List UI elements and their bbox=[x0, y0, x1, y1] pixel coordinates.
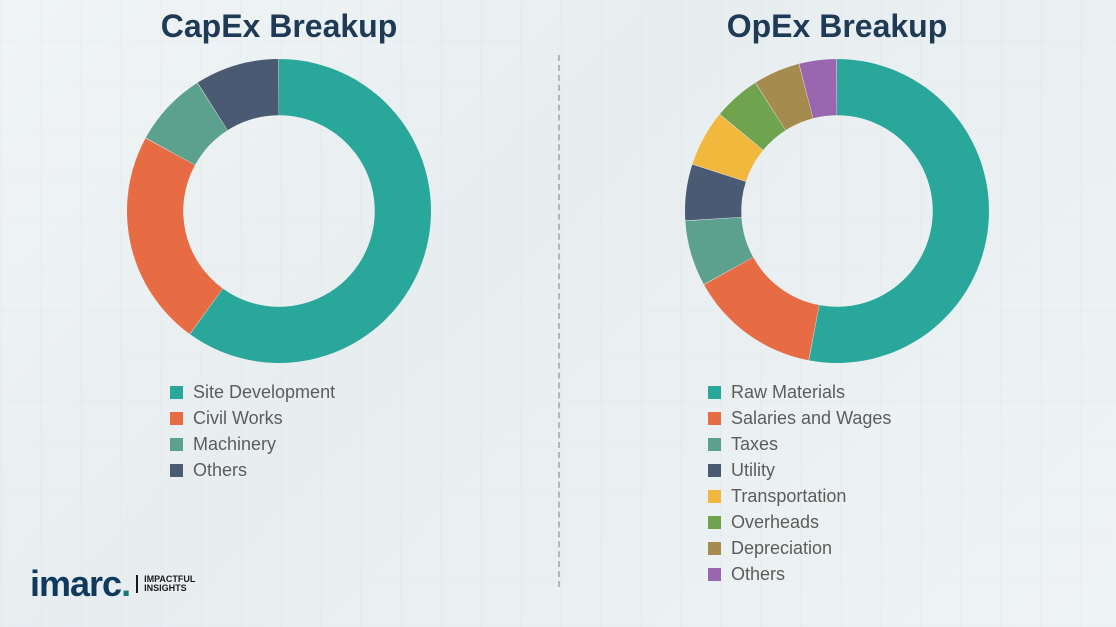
capex-legend-label-2: Machinery bbox=[193, 434, 276, 455]
opex-legend-item-2: Taxes bbox=[708, 434, 891, 455]
opex-legend-swatch-6 bbox=[708, 542, 721, 555]
opex-legend-label-5: Overheads bbox=[731, 512, 819, 533]
capex-legend-swatch-3 bbox=[170, 464, 183, 477]
capex-title: CapEx Breakup bbox=[161, 8, 398, 45]
capex-donut-chart bbox=[119, 51, 439, 371]
opex-legend-swatch-2 bbox=[708, 438, 721, 451]
brand-tagline-l2: INSIGHTS bbox=[144, 583, 187, 593]
brand-logo: imarc. IMPACTFUL INSIGHTS bbox=[30, 563, 195, 605]
opex-legend: Raw Materials Salaries and Wages Taxes Util… bbox=[708, 377, 891, 590]
capex-legend-swatch-0 bbox=[170, 386, 183, 399]
opex-legend-label-2: Taxes bbox=[731, 434, 778, 455]
capex-donut-svg bbox=[119, 51, 439, 371]
opex-legend-label-0: Raw Materials bbox=[731, 382, 845, 403]
opex-legend-item-4: Transportation bbox=[708, 486, 891, 507]
opex-legend-swatch-1 bbox=[708, 412, 721, 425]
opex-legend-label-1: Salaries and Wages bbox=[731, 408, 891, 429]
brand-tagline: IMPACTFUL INSIGHTS bbox=[136, 575, 195, 594]
capex-legend-label-1: Civil Works bbox=[193, 408, 283, 429]
capex-legend-swatch-1 bbox=[170, 412, 183, 425]
capex-legend-label-3: Others bbox=[193, 460, 247, 481]
capex-legend-item-3: Others bbox=[170, 460, 335, 481]
capex-legend-label-0: Site Development bbox=[193, 382, 335, 403]
opex-legend-item-6: Depreciation bbox=[708, 538, 891, 559]
capex-legend-item-2: Machinery bbox=[170, 434, 335, 455]
opex-legend-swatch-5 bbox=[708, 516, 721, 529]
capex-legend: Site Development Civil Works Machinery Othe… bbox=[170, 377, 335, 486]
capex-legend-item-1: Civil Works bbox=[170, 408, 335, 429]
opex-legend-swatch-0 bbox=[708, 386, 721, 399]
opex-donut-chart bbox=[677, 51, 997, 371]
opex-legend-label-6: Depreciation bbox=[731, 538, 832, 559]
opex-legend-item-7: Others bbox=[708, 564, 891, 585]
opex-legend-label-4: Transportation bbox=[731, 486, 846, 507]
opex-legend-label-3: Utility bbox=[731, 460, 775, 481]
capex-legend-item-0: Site Development bbox=[170, 382, 335, 403]
panel-divider bbox=[558, 55, 560, 587]
opex-panel: OpEx Breakup Raw Materials Salaries and W… bbox=[558, 0, 1116, 627]
opex-legend-swatch-3 bbox=[708, 464, 721, 477]
opex-legend-item-1: Salaries and Wages bbox=[708, 408, 891, 429]
capex-panel: CapEx Breakup Site Development Civil Work… bbox=[0, 0, 558, 627]
opex-legend-item-5: Overheads bbox=[708, 512, 891, 533]
opex-legend-item-3: Utility bbox=[708, 460, 891, 481]
opex-legend-swatch-4 bbox=[708, 490, 721, 503]
brand-name: imarc bbox=[30, 563, 121, 604]
chart-container: CapEx Breakup Site Development Civil Work… bbox=[0, 0, 1116, 627]
brand-logo-text: imarc. bbox=[30, 563, 130, 605]
opex-legend-label-7: Others bbox=[731, 564, 785, 585]
opex-legend-swatch-7 bbox=[708, 568, 721, 581]
capex-slice-1 bbox=[127, 138, 223, 334]
capex-legend-swatch-2 bbox=[170, 438, 183, 451]
opex-donut-svg bbox=[677, 51, 997, 371]
opex-title: OpEx Breakup bbox=[727, 8, 948, 45]
opex-legend-item-0: Raw Materials bbox=[708, 382, 891, 403]
brand-dot-icon: . bbox=[121, 563, 130, 604]
